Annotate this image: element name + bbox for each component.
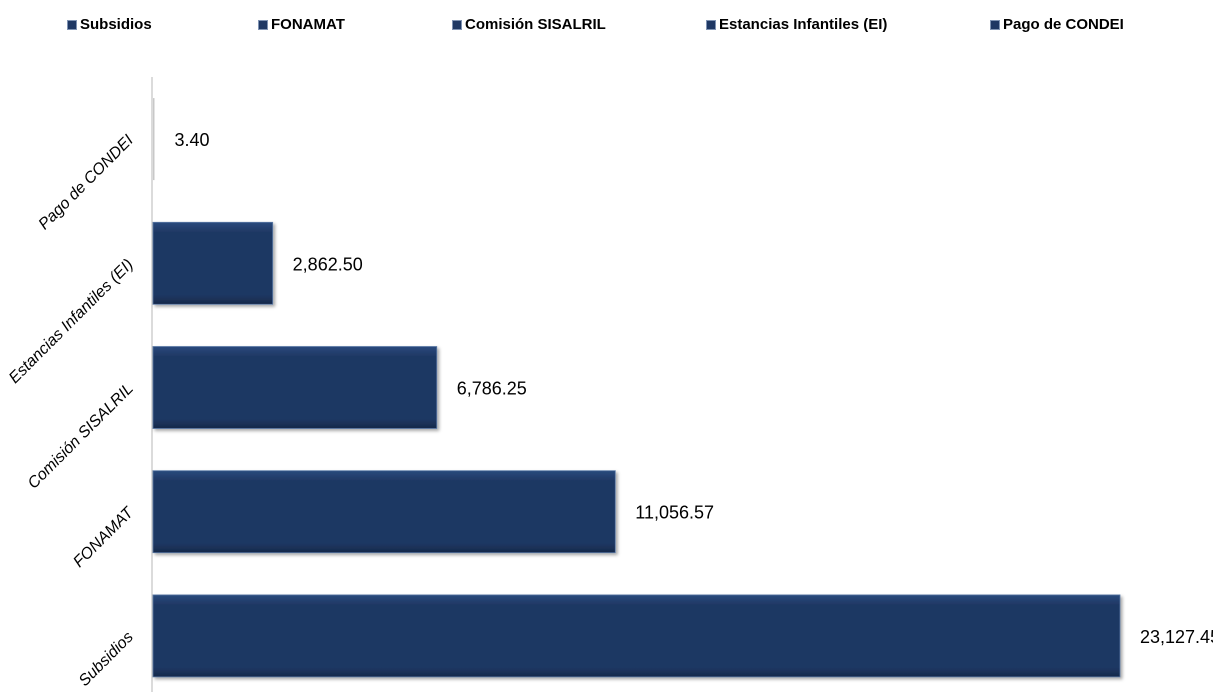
- legend-item-1: Subsidios: [67, 16, 152, 33]
- data-label-2: 11,056.57: [635, 503, 714, 523]
- category-label-5: Pago de CONDEI: [36, 132, 138, 234]
- legend: Subsidios FONAMAT Comisión SISALRIL Estanci…: [0, 16, 1213, 38]
- legend-swatch: [67, 19, 77, 30]
- legend-swatch: [706, 19, 716, 30]
- category-label-1: Subsidios: [76, 629, 137, 690]
- legend-item-5: Pago de CONDEI: [990, 16, 1124, 33]
- bar-3: [152, 346, 438, 429]
- legend-swatch: [452, 19, 462, 30]
- legend-item-2: FONAMAT: [258, 16, 345, 33]
- category-label-4: Estancias Infantiles (EI): [6, 256, 137, 387]
- bar-5: [153, 98, 155, 181]
- legend-label: Estancias Infantiles (EI): [719, 16, 888, 33]
- legend-label: Subsidios: [80, 16, 152, 33]
- legend-item-4: Estancias Infantiles (EI): [706, 16, 887, 33]
- legend-swatch: [990, 19, 1000, 30]
- legend-label: Comisión SISALRIL: [465, 16, 606, 33]
- data-label-1: 23,127.45: [1140, 627, 1213, 647]
- bar-1: [152, 594, 1121, 678]
- bar-4: [152, 221, 274, 305]
- data-label-5: 3.40: [175, 130, 210, 150]
- category-label-3: Comisión SISALRIL: [25, 380, 137, 492]
- legend-label: Pago de CONDEI: [1003, 16, 1124, 33]
- legend-label: FONAMAT: [271, 16, 345, 33]
- data-label-4: 2,862.50: [293, 254, 363, 274]
- data-label-3: 6,786.25: [457, 379, 527, 399]
- bar-2: [152, 470, 616, 554]
- legend-item-3: Comisión SISALRIL: [452, 16, 606, 33]
- category-label-2: FONAMAT: [70, 504, 137, 571]
- legend-swatch: [258, 19, 268, 30]
